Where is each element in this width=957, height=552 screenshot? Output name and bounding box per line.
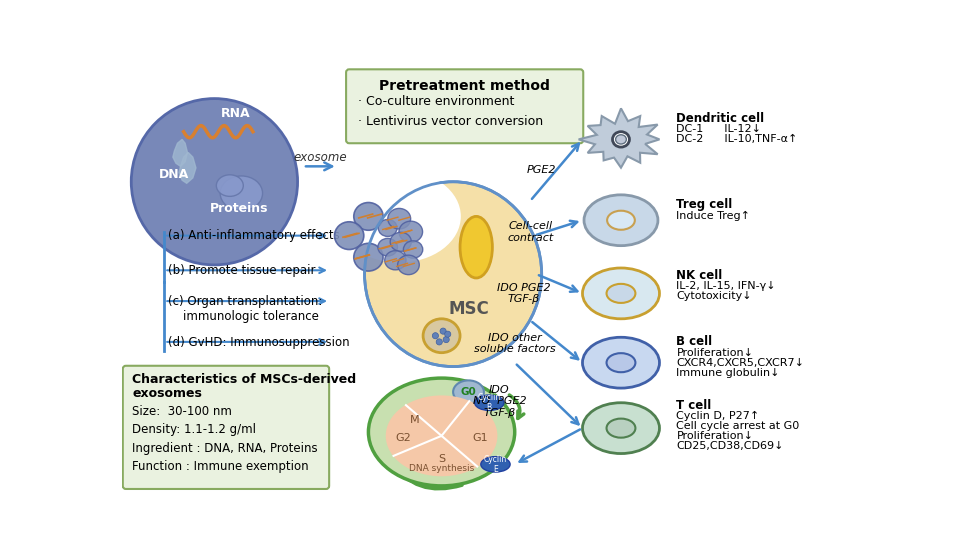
Ellipse shape bbox=[453, 380, 484, 404]
Ellipse shape bbox=[583, 337, 659, 388]
Text: Cell-cell
contract: Cell-cell contract bbox=[507, 221, 553, 242]
Text: G1: G1 bbox=[472, 433, 488, 443]
Ellipse shape bbox=[607, 353, 635, 372]
Text: CD25,CD38,CD69↓: CD25,CD38,CD69↓ bbox=[677, 441, 784, 451]
Text: CXCR4,CXCR5,CXCR7↓: CXCR4,CXCR5,CXCR7↓ bbox=[677, 358, 805, 368]
Polygon shape bbox=[579, 108, 659, 168]
Text: · Lentivirus vector conversion: · Lentivirus vector conversion bbox=[359, 115, 544, 128]
Text: Induce Treg↑: Induce Treg↑ bbox=[677, 211, 750, 221]
Ellipse shape bbox=[584, 195, 658, 246]
Ellipse shape bbox=[386, 395, 498, 476]
Text: IDO
NO  PGE2
TGF-β: IDO NO PGE2 TGF-β bbox=[473, 385, 526, 418]
Text: Proliferation↓: Proliferation↓ bbox=[677, 431, 753, 441]
Text: IDO PGE2
TGF-β: IDO PGE2 TGF-β bbox=[497, 283, 551, 304]
Ellipse shape bbox=[480, 457, 510, 472]
Ellipse shape bbox=[385, 251, 406, 270]
Ellipse shape bbox=[216, 175, 243, 197]
Ellipse shape bbox=[378, 220, 397, 236]
Text: · Co-culture environment: · Co-culture environment bbox=[359, 95, 515, 108]
Text: IDO other
soluble factors: IDO other soluble factors bbox=[474, 333, 555, 354]
Text: DC-1      IL-12↓: DC-1 IL-12↓ bbox=[677, 124, 762, 134]
Ellipse shape bbox=[335, 222, 364, 250]
Text: exosomes: exosomes bbox=[132, 387, 202, 400]
Ellipse shape bbox=[338, 170, 461, 263]
Ellipse shape bbox=[583, 268, 659, 319]
Text: Cyclin
E: Cyclin E bbox=[484, 455, 507, 474]
Text: exosome: exosome bbox=[294, 151, 347, 163]
Text: IL-2, IL-15, IFN-γ↓: IL-2, IL-15, IFN-γ↓ bbox=[677, 282, 776, 291]
Text: (a) Anti-inflammatory effects: (a) Anti-inflammatory effects bbox=[168, 230, 340, 242]
Ellipse shape bbox=[365, 182, 542, 367]
Ellipse shape bbox=[433, 333, 438, 339]
Text: DNA synthesis: DNA synthesis bbox=[409, 464, 474, 474]
Ellipse shape bbox=[475, 395, 504, 411]
Ellipse shape bbox=[354, 203, 383, 230]
Text: Size:  30-100 nm: Size: 30-100 nm bbox=[132, 405, 232, 418]
Text: DC-2      IL-10,TNF-α↑: DC-2 IL-10,TNF-α↑ bbox=[677, 134, 798, 145]
Polygon shape bbox=[179, 152, 196, 183]
Ellipse shape bbox=[399, 221, 423, 242]
Ellipse shape bbox=[607, 418, 635, 438]
Ellipse shape bbox=[607, 284, 635, 303]
Text: Cell cycle arrest at G0: Cell cycle arrest at G0 bbox=[677, 421, 800, 431]
Ellipse shape bbox=[404, 241, 423, 258]
Ellipse shape bbox=[398, 255, 419, 275]
Text: PGE2: PGE2 bbox=[527, 165, 556, 175]
Ellipse shape bbox=[615, 135, 627, 144]
Text: Function : Immune exemption: Function : Immune exemption bbox=[132, 460, 309, 473]
Text: Characteristics of MSCs-derived: Characteristics of MSCs-derived bbox=[132, 373, 356, 386]
Text: Proteins: Proteins bbox=[210, 202, 268, 215]
Text: (d) GvHD: Immunosuppression: (d) GvHD: Immunosuppression bbox=[168, 336, 350, 349]
FancyBboxPatch shape bbox=[122, 366, 329, 489]
Text: NK cell: NK cell bbox=[677, 269, 723, 282]
Ellipse shape bbox=[220, 176, 262, 211]
Text: T cell: T cell bbox=[677, 399, 712, 412]
Text: M: M bbox=[410, 416, 419, 426]
FancyBboxPatch shape bbox=[346, 70, 583, 143]
Text: Cytotoxicity↓: Cytotoxicity↓ bbox=[677, 291, 752, 301]
Ellipse shape bbox=[436, 339, 442, 345]
Ellipse shape bbox=[388, 209, 411, 229]
Text: Density: 1.1-1.2 g/ml: Density: 1.1-1.2 g/ml bbox=[132, 423, 256, 436]
Ellipse shape bbox=[354, 243, 383, 271]
Text: Treg cell: Treg cell bbox=[677, 198, 733, 211]
Ellipse shape bbox=[131, 99, 298, 265]
Text: (c) Organ transplantation:
    immunologic tolerance: (c) Organ transplantation: immunologic t… bbox=[168, 295, 323, 323]
Ellipse shape bbox=[460, 216, 493, 278]
Text: RNA: RNA bbox=[221, 108, 251, 120]
Text: Ingredient : DNA, RNA, Proteins: Ingredient : DNA, RNA, Proteins bbox=[132, 442, 318, 455]
Text: Immune globulin↓: Immune globulin↓ bbox=[677, 368, 780, 378]
Ellipse shape bbox=[368, 378, 515, 486]
Text: MSC: MSC bbox=[448, 300, 489, 318]
Text: Cyclin D, P27↑: Cyclin D, P27↑ bbox=[677, 411, 760, 421]
Text: (b) Promote tissue repair: (b) Promote tissue repair bbox=[168, 264, 316, 277]
Text: Proliferation↓: Proliferation↓ bbox=[677, 348, 753, 358]
Ellipse shape bbox=[378, 238, 397, 256]
Text: Dendritic cell: Dendritic cell bbox=[677, 112, 765, 125]
Ellipse shape bbox=[607, 211, 634, 230]
Ellipse shape bbox=[390, 232, 412, 251]
Text: G2: G2 bbox=[395, 433, 411, 443]
Ellipse shape bbox=[443, 337, 449, 343]
Text: G0: G0 bbox=[460, 387, 477, 397]
Polygon shape bbox=[173, 140, 188, 166]
Ellipse shape bbox=[612, 132, 630, 147]
Ellipse shape bbox=[423, 319, 460, 353]
Text: DNA: DNA bbox=[159, 168, 189, 181]
Ellipse shape bbox=[445, 331, 451, 337]
Text: B cell: B cell bbox=[677, 336, 713, 348]
Ellipse shape bbox=[583, 403, 659, 454]
Text: Pretreatment method: Pretreatment method bbox=[379, 79, 550, 93]
Text: S: S bbox=[438, 454, 445, 464]
Text: Cyclin
B: Cyclin B bbox=[478, 393, 501, 412]
Ellipse shape bbox=[440, 328, 446, 334]
